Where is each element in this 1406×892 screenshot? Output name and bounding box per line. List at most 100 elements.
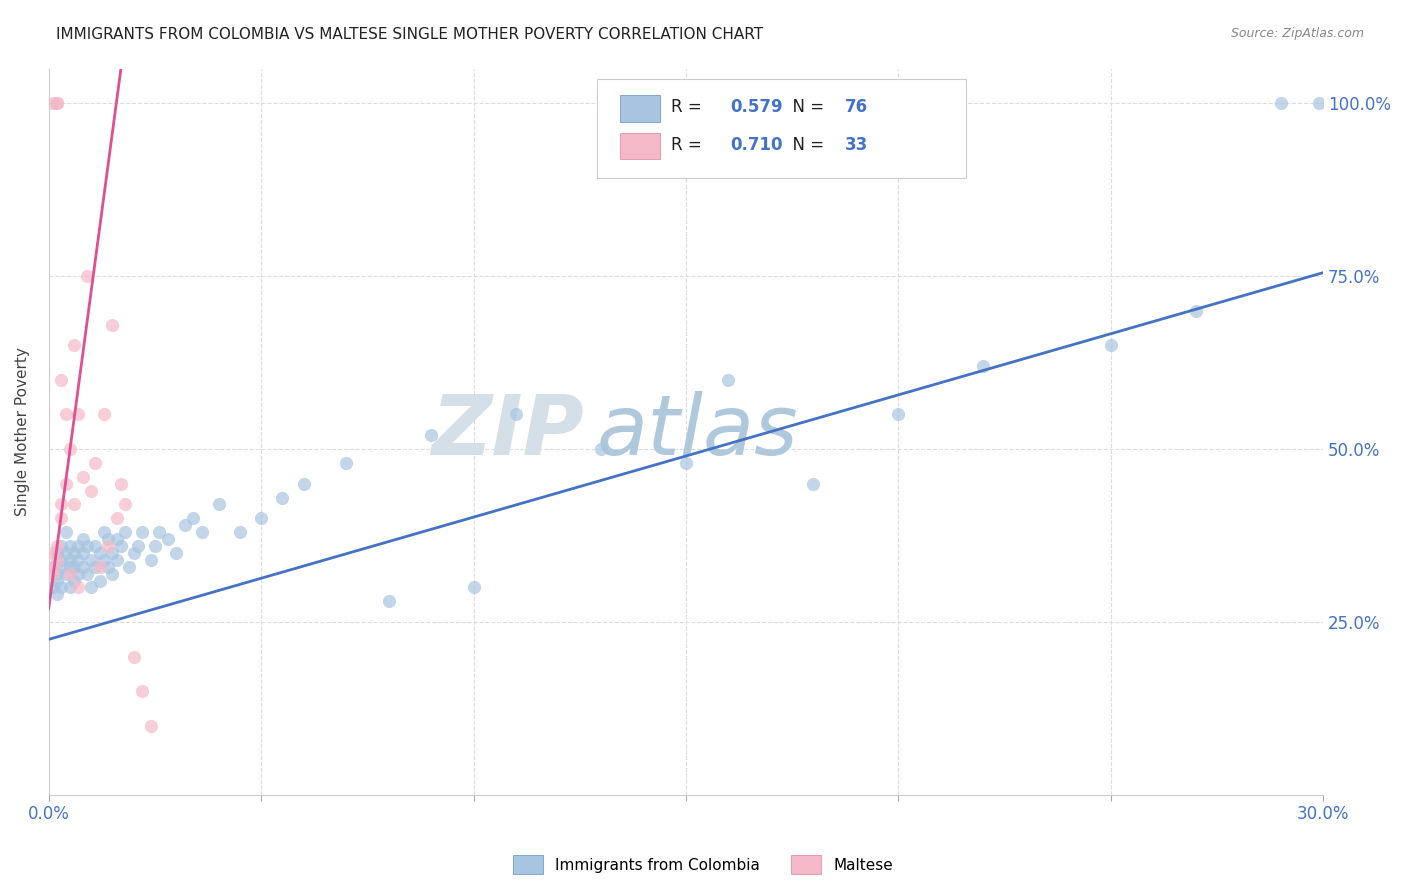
Point: [148, 525, 170, 540]
Point: [93, 553, 115, 567]
Point: [335, 456, 357, 470]
Point: [72, 469, 94, 483]
Point: [67, 408, 90, 422]
Point: [55, 476, 77, 491]
Point: [97, 539, 120, 553]
Point: [97, 532, 120, 546]
Point: [63, 574, 86, 588]
Point: [67, 553, 90, 567]
Point: [229, 525, 252, 540]
Point: [42, 559, 65, 574]
Point: [292, 476, 315, 491]
Point: [93, 408, 115, 422]
Point: [42, 581, 65, 595]
Point: [181, 511, 204, 525]
Point: [1270, 96, 1292, 111]
Point: [51, 539, 73, 553]
Point: [105, 511, 128, 525]
Point: [505, 408, 527, 422]
Point: [101, 318, 124, 332]
Point: [51, 373, 73, 387]
Point: [131, 525, 153, 540]
Point: [59, 581, 82, 595]
FancyBboxPatch shape: [620, 133, 661, 160]
Point: [118, 559, 141, 574]
Text: 0.579: 0.579: [731, 98, 783, 116]
Point: [208, 498, 231, 512]
Point: [46, 566, 69, 581]
Point: [46, 96, 69, 111]
Point: [589, 442, 612, 456]
Text: IMMIGRANTS FROM COLOMBIA VS MALTESE SINGLE MOTHER POVERTY CORRELATION CHART: IMMIGRANTS FROM COLOMBIA VS MALTESE SING…: [56, 27, 763, 42]
Text: 33: 33: [845, 136, 869, 153]
Point: [1099, 338, 1122, 352]
Point: [114, 525, 136, 540]
Point: [1308, 96, 1330, 111]
Point: [59, 566, 82, 581]
Point: [271, 491, 294, 505]
Point: [139, 553, 162, 567]
Point: [80, 553, 103, 567]
Point: [59, 553, 82, 567]
Point: [63, 559, 86, 574]
Point: [51, 511, 73, 525]
Point: [156, 532, 179, 546]
Point: [84, 456, 107, 470]
Point: [42, 559, 65, 574]
Point: [105, 553, 128, 567]
Point: [89, 574, 111, 588]
FancyBboxPatch shape: [596, 79, 966, 178]
Point: [84, 559, 107, 574]
Point: [139, 719, 162, 733]
Text: Source: ZipAtlas.com: Source: ZipAtlas.com: [1230, 27, 1364, 40]
Point: [42, 96, 65, 111]
Point: [72, 559, 94, 574]
Point: [377, 594, 399, 608]
Legend: Immigrants from Colombia, Maltese: Immigrants from Colombia, Maltese: [506, 849, 900, 880]
Point: [46, 539, 69, 553]
Point: [63, 546, 86, 560]
Point: [190, 525, 212, 540]
Point: [101, 566, 124, 581]
Text: R =: R =: [671, 98, 707, 116]
Point: [122, 649, 145, 664]
Point: [51, 559, 73, 574]
Point: [972, 359, 994, 373]
Point: [72, 546, 94, 560]
Point: [46, 587, 69, 601]
Point: [55, 408, 77, 422]
Text: ZIP: ZIP: [432, 392, 583, 472]
Point: [97, 559, 120, 574]
Point: [93, 525, 115, 540]
Text: N =: N =: [782, 136, 830, 153]
Point: [887, 408, 910, 422]
Point: [55, 546, 77, 560]
Point: [46, 574, 69, 588]
Point: [127, 539, 149, 553]
Point: [110, 539, 132, 553]
Point: [63, 338, 86, 352]
Point: [67, 566, 90, 581]
Point: [250, 511, 273, 525]
Text: R =: R =: [671, 136, 707, 153]
Point: [173, 518, 195, 533]
Point: [51, 553, 73, 567]
Point: [59, 442, 82, 456]
Point: [89, 559, 111, 574]
Point: [67, 539, 90, 553]
Point: [63, 498, 86, 512]
Point: [803, 476, 825, 491]
Text: atlas: atlas: [596, 392, 799, 472]
Point: [42, 566, 65, 581]
Point: [143, 539, 166, 553]
Text: 0.710: 0.710: [731, 136, 783, 153]
Point: [420, 428, 443, 442]
Point: [80, 581, 103, 595]
Point: [46, 96, 69, 111]
Text: 76: 76: [845, 98, 869, 116]
Point: [46, 553, 69, 567]
FancyBboxPatch shape: [620, 95, 661, 121]
Point: [717, 373, 740, 387]
Y-axis label: Single Mother Poverty: Single Mother Poverty: [15, 347, 30, 516]
Point: [165, 546, 187, 560]
